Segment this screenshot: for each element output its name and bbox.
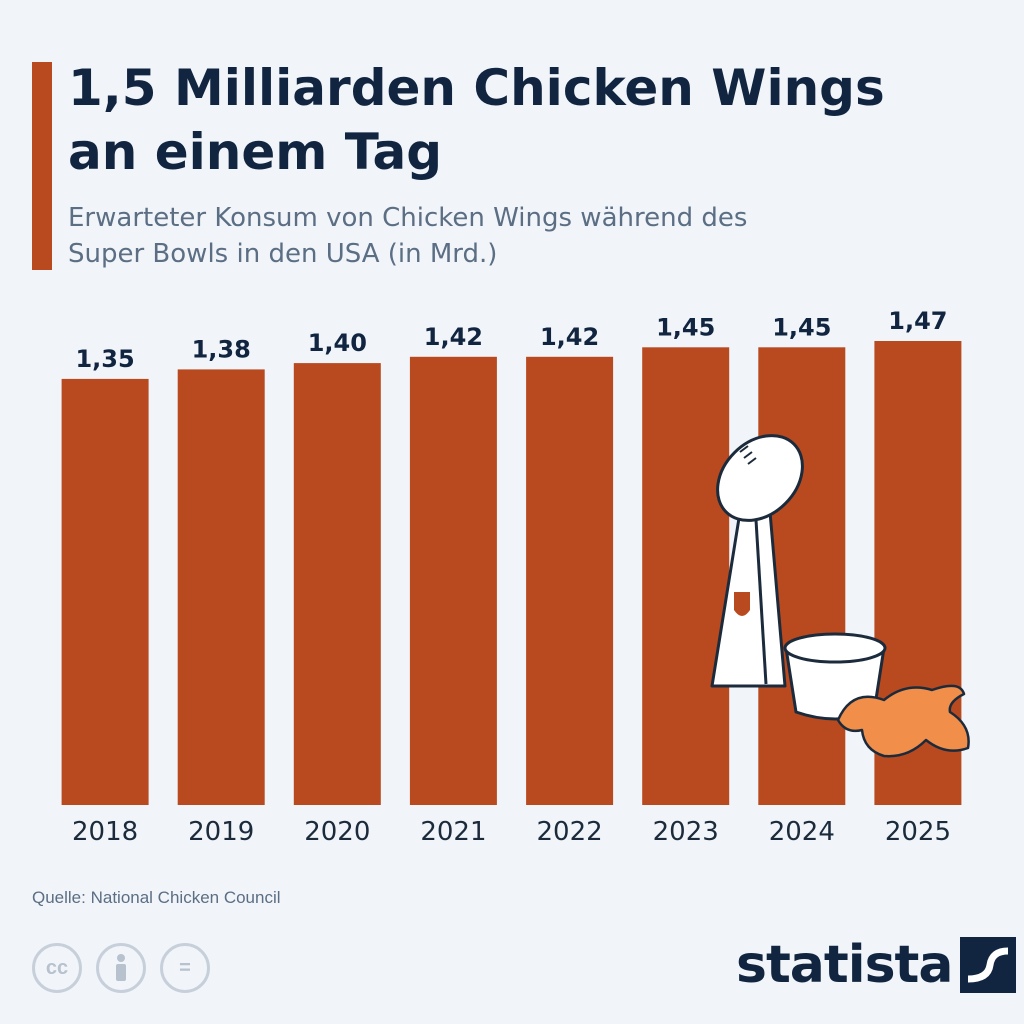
page-title: 1,5 Milliarden Chicken Wings an einem Ta…	[68, 59, 885, 181]
category-label-2022: 2022	[537, 817, 603, 847]
category-label-2021: 2021	[420, 817, 486, 847]
category-label-2020: 2020	[304, 817, 370, 847]
page-subtitle: Erwarteter Konsum von Chicken Wings währ…	[68, 203, 748, 269]
value-label-2022: 1,42	[540, 323, 599, 351]
category-label-2023: 2023	[653, 817, 719, 847]
source-note: Quelle: National Chicken Council	[32, 888, 281, 907]
bars-layer: 1,35 2018 1,38 2019 1,40 2020 1,42 2021 1,42 2022…	[61, 307, 962, 847]
chicken-wings-icon	[836, 684, 970, 758]
license-icons: cc =	[32, 943, 210, 993]
bar-2021	[409, 356, 497, 805]
value-label-2020: 1,40	[308, 329, 367, 357]
value-label-2025: 1,47	[888, 307, 947, 335]
category-label-2025: 2025	[885, 817, 951, 847]
football-icon	[716, 434, 804, 522]
no-derivatives-icon[interactable]: =	[160, 943, 210, 993]
brand-name: statista	[736, 935, 953, 995]
bar-2018	[61, 378, 149, 805]
trophy-and-wings-illustration	[710, 434, 970, 758]
statista-logo-icon	[960, 937, 1017, 993]
attribution-icon[interactable]	[96, 943, 146, 993]
title-accent-bar	[32, 62, 52, 270]
value-label-2018: 1,35	[75, 345, 134, 373]
value-label-2021: 1,42	[424, 323, 483, 351]
category-label-2018: 2018	[72, 817, 138, 847]
category-label-2024: 2024	[769, 817, 835, 847]
value-label-2019: 1,38	[192, 335, 251, 363]
nfl-shield-icon	[734, 592, 750, 616]
statista-logo[interactable]: statista	[736, 930, 1017, 1000]
value-label-2024: 1,45	[772, 313, 831, 341]
category-label-2019: 2019	[188, 817, 254, 847]
value-label-2023: 1,45	[656, 313, 715, 341]
bar-2020	[293, 363, 381, 805]
bar-2022	[526, 356, 614, 805]
bar-2023	[642, 347, 730, 805]
bar-2019	[177, 369, 265, 805]
creative-commons-icon[interactable]: cc	[32, 943, 82, 993]
